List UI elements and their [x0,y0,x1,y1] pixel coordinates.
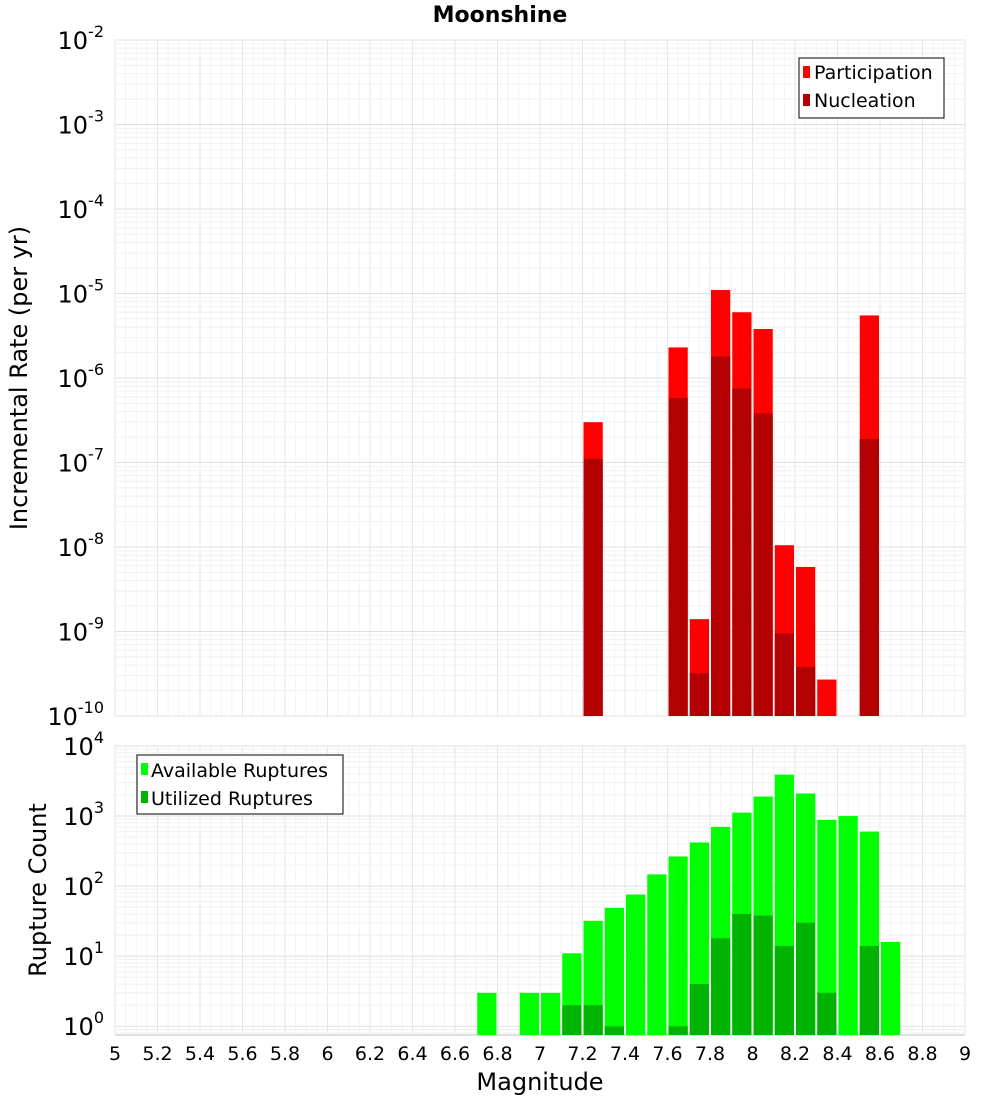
y-tick-label: 100 [63,1008,104,1041]
chart-title: Moonshine [433,3,568,28]
x-tick-label: 8 [746,1043,758,1065]
x-tick-label: 6.4 [397,1043,427,1065]
count-y-axis-label: Rupture Count [24,803,52,977]
bar-available-ruptures [647,874,667,1035]
bar-utilized-ruptures [753,915,773,1035]
x-tick-label: 8.6 [865,1043,895,1065]
legend-swatch-nucleation [803,94,810,106]
rate-y-tick-labels: 10-10 10-9 10-8 10-7 10-6 10-5 10-4 10-3 10-2 [47,22,104,731]
bar-nucleation [859,438,879,716]
y-tick-label: 10-5 [58,276,105,309]
bar-nucleation [711,356,731,716]
x-tick-label: 7.4 [610,1043,640,1065]
legend-swatch-available [141,763,148,775]
y-tick-label: 10-4 [58,191,105,224]
legend-swatch-utilized [141,791,148,803]
x-tick-label: 6.2 [355,1043,385,1065]
y-tick-label: 10-9 [58,614,105,647]
rate-bars [583,290,879,716]
count-legend: Available Ruptures Utilized Ruptures [136,754,344,815]
x-tick-label: 7.2 [567,1043,597,1065]
x-tick-label: 6.8 [482,1043,512,1065]
rate-panel: 10-10 10-9 10-8 10-7 10-6 10-5 10-4 10-3 10-2 In… [5,22,966,731]
bar-utilized-ruptures [583,1005,603,1035]
bar-utilized-ruptures [604,1026,624,1035]
y-tick-label: 10-6 [58,360,105,393]
bar-participation [817,679,837,716]
rate-gridlines [114,39,966,717]
x-tick-label: 9 [959,1043,971,1065]
bar-nucleation [689,673,709,716]
bar-nucleation [732,388,752,716]
x-tick-label: 5.2 [142,1043,172,1065]
x-tick-label: 7.6 [652,1043,682,1065]
x-tick-label: 7 [534,1043,546,1065]
y-tick-label: 103 [63,798,104,831]
y-tick-label: 10-3 [58,107,105,140]
y-tick-label: 10-2 [58,22,105,55]
x-axis-label: Magnitude [476,1068,603,1096]
y-tick-label: 102 [63,868,104,901]
bar-utilized-ruptures [689,984,709,1035]
x-tick-label: 6 [321,1043,333,1065]
x-tick-label: 8.8 [907,1043,937,1065]
bar-available-ruptures [519,992,539,1035]
legend-swatch-participation [803,66,810,78]
count-panel: 100 101 102 103 104 5 5.2 5.4 5.6 5.8 6 6.2 6.4 6.6 6… [24,728,971,1096]
bar-utilized-ruptures [562,1005,582,1035]
legend-label-nucleation: Nucleation [814,90,916,112]
bar-nucleation [668,397,688,716]
x-tick-label: 5.8 [270,1043,300,1065]
bar-available-ruptures [477,992,497,1035]
bar-available-ruptures [541,992,561,1035]
bar-available-ruptures [881,941,901,1035]
bar-utilized-ruptures [796,922,816,1035]
legend-label-utilized: Utilized Ruptures [151,788,313,810]
y-tick-label: 10-7 [58,445,105,478]
y-tick-label: 10-8 [58,529,105,562]
x-tick-label: 6.6 [440,1043,470,1065]
bar-available-ruptures [817,819,837,1035]
bar-utilized-ruptures [817,992,837,1035]
bar-nucleation [583,459,603,716]
bar-utilized-ruptures [774,945,794,1035]
x-tick-label: 5.6 [227,1043,257,1065]
bar-utilized-ruptures [668,1026,688,1035]
x-tick-label: 5.4 [185,1043,215,1065]
bar-nucleation [753,413,773,716]
count-y-tick-labels: 100 101 102 103 104 [63,728,104,1041]
bar-nucleation [774,633,794,716]
y-tick-label: 101 [63,938,104,971]
x-tick-labels: 5 5.2 5.4 5.6 5.8 6 6.2 6.4 6.6 6.8 7 7.2 7.4 7.6 7.8 8… [109,1043,971,1065]
bar-available-ruptures [626,894,646,1035]
bar-utilized-ruptures [859,945,879,1035]
y-tick-label: 10-10 [47,698,104,731]
rate-legend: Participation Nucleation [798,57,945,119]
bar-utilized-ruptures [732,914,752,1035]
x-tick-label: 5 [109,1043,121,1065]
x-tick-label: 8.4 [822,1043,852,1065]
bar-available-ruptures [668,856,688,1035]
rate-y-axis-label: Incremental Rate (per yr) [5,226,33,530]
legend-label-participation: Participation [814,62,933,84]
legend-label-available: Available Ruptures [151,760,328,782]
bar-available-ruptures [838,816,858,1035]
bar-available-ruptures [604,907,624,1035]
bar-nucleation [796,667,816,716]
count-bars [477,774,901,1035]
x-tick-label: 8.2 [780,1043,810,1065]
y-tick-label: 104 [63,728,104,761]
bar-utilized-ruptures [711,938,731,1035]
x-tick-label: 7.8 [695,1043,725,1065]
